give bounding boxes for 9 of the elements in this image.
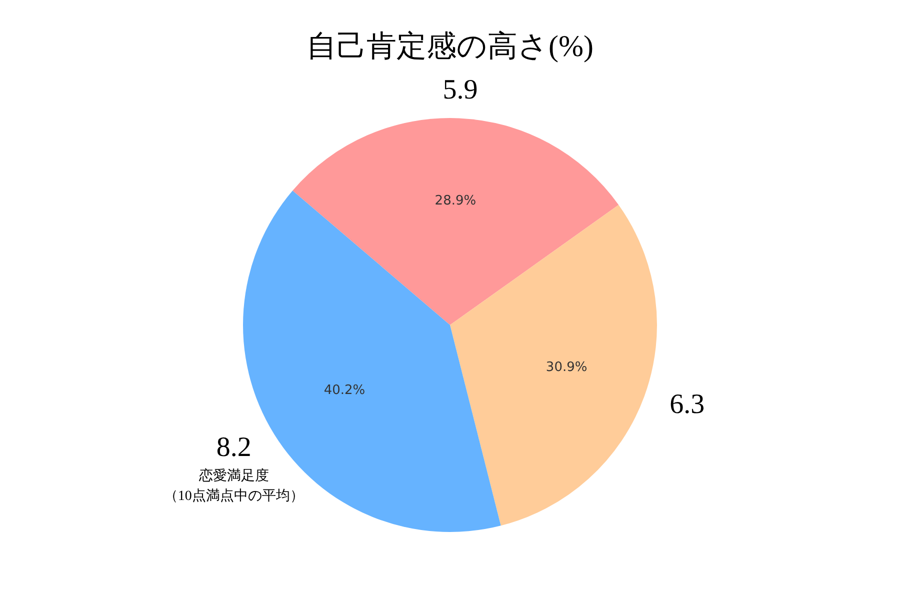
data-label: 30.9% [546, 360, 588, 376]
slice-label: 5.9 [442, 74, 478, 106]
text: 恋愛満足度 [198, 468, 269, 484]
data-label: 28.9% [434, 193, 476, 208]
data-label: 40.2% [324, 382, 366, 398]
slice-label: 8.2 [216, 432, 252, 463]
text: （10点満点中の平均） [164, 488, 304, 504]
chart-title: 自己肯定感の高さ(%) [306, 30, 594, 63]
slice-label: 6.3 [670, 388, 705, 420]
